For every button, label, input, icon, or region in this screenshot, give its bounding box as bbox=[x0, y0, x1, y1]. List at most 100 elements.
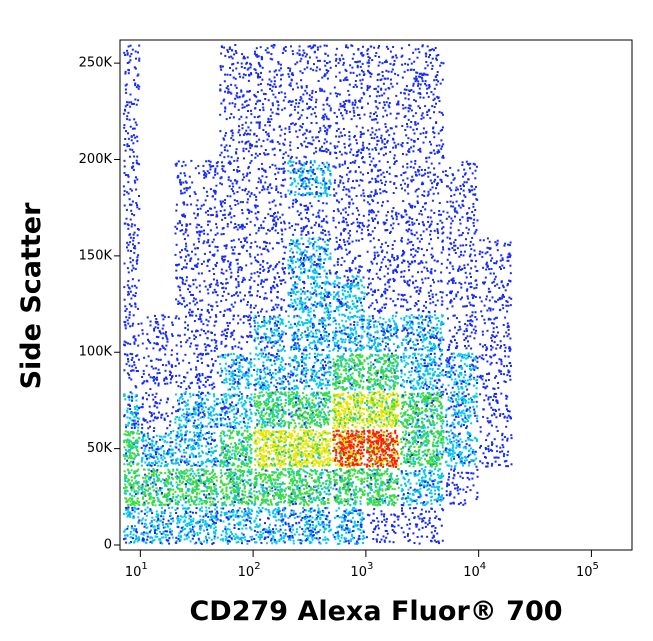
event-dot bbox=[355, 489, 357, 491]
event-dot bbox=[182, 508, 184, 510]
event-dot bbox=[321, 434, 323, 436]
event-dot bbox=[333, 472, 335, 474]
event-dot bbox=[346, 499, 348, 501]
event-dot bbox=[304, 462, 306, 464]
event-dot bbox=[162, 459, 164, 461]
event-dot bbox=[339, 492, 341, 494]
event-dot bbox=[170, 489, 172, 491]
event-dot bbox=[185, 511, 187, 513]
event-dot bbox=[318, 510, 320, 512]
event-dot bbox=[269, 490, 271, 492]
event-dot bbox=[164, 440, 166, 442]
event-dot bbox=[236, 512, 238, 514]
event-dot bbox=[438, 486, 440, 488]
event-dot bbox=[184, 515, 186, 517]
event-dot bbox=[130, 461, 132, 463]
event-dot bbox=[198, 452, 200, 454]
event-dot bbox=[364, 463, 366, 465]
event-dot bbox=[234, 501, 236, 503]
event-dot bbox=[318, 487, 320, 489]
event-dot bbox=[150, 495, 152, 497]
event-dot bbox=[254, 520, 256, 522]
event-dot bbox=[431, 525, 433, 527]
event-dot bbox=[392, 502, 394, 504]
event-dot bbox=[398, 487, 400, 489]
event-dot bbox=[274, 463, 276, 465]
event-dot bbox=[151, 475, 153, 477]
event-dot bbox=[134, 507, 136, 509]
event-dot bbox=[431, 531, 433, 533]
event-dot bbox=[337, 533, 339, 535]
event-dot bbox=[345, 538, 347, 540]
event-dot bbox=[217, 460, 219, 462]
event-dot bbox=[181, 459, 183, 461]
event-dot bbox=[361, 462, 363, 464]
event-dot bbox=[156, 521, 158, 523]
event-dot bbox=[234, 527, 236, 529]
event-dot bbox=[157, 518, 159, 520]
event-dot bbox=[267, 452, 269, 454]
event-dot bbox=[373, 513, 375, 515]
event-dot bbox=[215, 515, 217, 517]
event-dot bbox=[134, 442, 136, 444]
event-dot bbox=[347, 529, 349, 531]
event-dot bbox=[390, 514, 392, 516]
event-dot bbox=[130, 500, 132, 502]
event-dot bbox=[227, 540, 229, 542]
event-dot bbox=[138, 519, 140, 521]
event-dot bbox=[200, 541, 202, 543]
event-dot bbox=[340, 454, 342, 456]
event-dot bbox=[327, 455, 329, 457]
event-dot bbox=[328, 484, 330, 486]
event-dot bbox=[267, 517, 269, 519]
event-dot bbox=[305, 480, 307, 482]
event-dot bbox=[356, 541, 358, 543]
event-dot bbox=[379, 497, 381, 499]
event-dot bbox=[148, 457, 150, 459]
event-dot bbox=[351, 441, 353, 443]
event-dot bbox=[343, 442, 345, 444]
event-dot bbox=[425, 526, 427, 528]
event-dot bbox=[161, 533, 163, 535]
event-dot bbox=[209, 511, 211, 513]
event-dot bbox=[363, 537, 365, 539]
event-dot bbox=[308, 462, 310, 464]
event-dot bbox=[127, 469, 129, 471]
event-dot bbox=[157, 465, 159, 467]
event-dot bbox=[376, 504, 378, 506]
event-dot bbox=[187, 475, 189, 477]
event-dot bbox=[265, 531, 267, 533]
event-dot bbox=[284, 500, 286, 502]
event-dot bbox=[339, 516, 341, 518]
event-dot bbox=[224, 448, 226, 450]
event-dot bbox=[323, 524, 325, 526]
event-dot bbox=[243, 437, 245, 439]
event-dot bbox=[311, 537, 313, 539]
event-dot bbox=[407, 495, 409, 497]
event-dot bbox=[336, 526, 338, 528]
event-dot bbox=[125, 542, 127, 544]
event-dot bbox=[308, 510, 310, 512]
event-dot bbox=[235, 486, 237, 488]
event-dot bbox=[184, 439, 186, 441]
event-dot bbox=[337, 474, 339, 476]
event-dot bbox=[383, 513, 385, 515]
event-dot bbox=[282, 524, 284, 526]
event-dot bbox=[428, 520, 430, 522]
event-dot bbox=[159, 448, 161, 450]
event-dot bbox=[345, 492, 347, 494]
event-dot bbox=[293, 540, 295, 542]
event-dot bbox=[189, 495, 191, 497]
event-dot bbox=[405, 485, 407, 487]
event-dot bbox=[293, 512, 295, 514]
event-dot bbox=[427, 489, 429, 491]
event-dot bbox=[312, 443, 314, 445]
event-dot bbox=[361, 482, 363, 484]
event-dot bbox=[293, 441, 295, 443]
event-dot bbox=[275, 482, 277, 484]
event-dot bbox=[402, 489, 404, 491]
event-dot bbox=[228, 469, 230, 471]
event-dot bbox=[214, 517, 216, 519]
event-dot bbox=[181, 516, 183, 518]
event-dot bbox=[199, 532, 201, 534]
